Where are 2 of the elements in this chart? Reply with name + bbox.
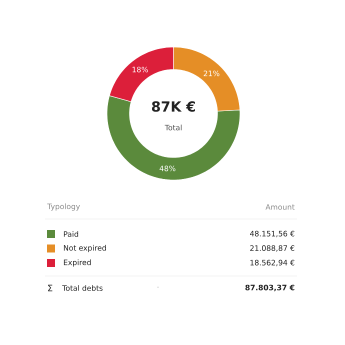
text: 87K € <box>152 101 195 112</box>
text: Σ <box>48 284 52 292</box>
